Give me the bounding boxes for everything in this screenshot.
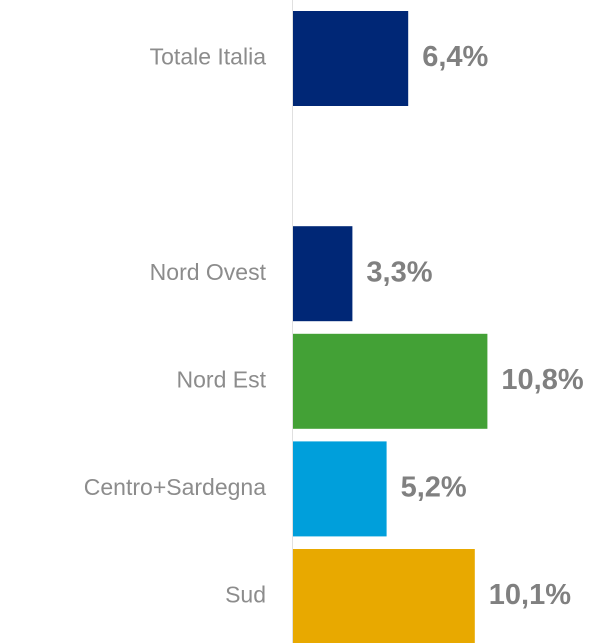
bar bbox=[293, 226, 353, 322]
value-label: 10,1% bbox=[489, 579, 571, 611]
value-label: 5,2% bbox=[401, 472, 467, 504]
bar bbox=[293, 11, 409, 106]
value-label: 3,3% bbox=[366, 256, 432, 288]
value-label: 6,4% bbox=[422, 41, 488, 73]
category-label: Centro+Sardegna bbox=[84, 474, 266, 500]
category-label: Nord Ovest bbox=[150, 259, 267, 285]
category-label: Nord Est bbox=[177, 366, 267, 392]
bar bbox=[293, 333, 488, 429]
category-label: Sud bbox=[225, 582, 266, 608]
bar bbox=[293, 441, 387, 537]
bar bbox=[293, 549, 475, 643]
value-label: 10,8% bbox=[501, 364, 583, 396]
category-label: Totale Italia bbox=[150, 44, 267, 70]
